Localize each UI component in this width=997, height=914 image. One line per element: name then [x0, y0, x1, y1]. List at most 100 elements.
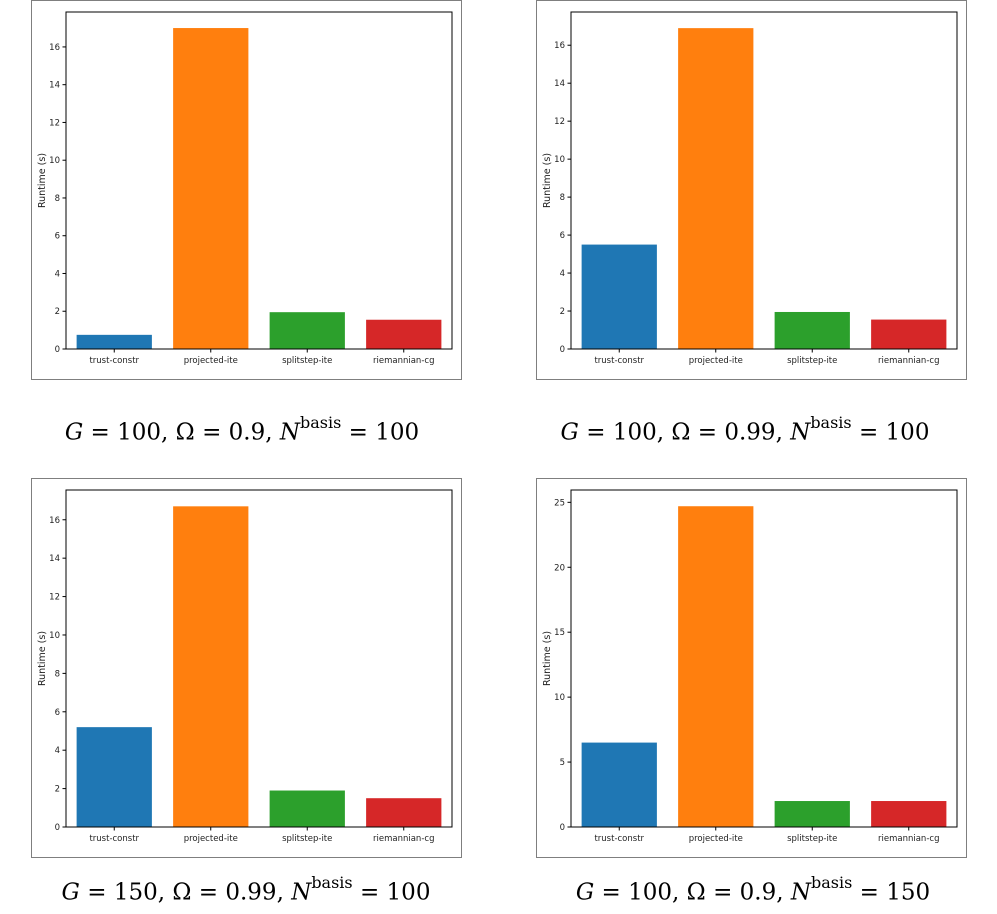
caption-sep: ,: [276, 879, 284, 906]
bar-riemannian-cg: [871, 801, 947, 827]
y-tick-label: 8: [55, 194, 60, 204]
caption-g-value: 100: [612, 419, 657, 446]
y-tick-label: 16: [49, 516, 60, 526]
caption-basis-superscript: basis: [311, 873, 353, 892]
x-tick-label: projected-ite: [184, 834, 238, 844]
caption-nbasis-value: 150: [886, 879, 931, 906]
bar-trust-constr: [581, 742, 657, 827]
bar-trust-constr: [581, 244, 657, 349]
caption-eq: =: [348, 419, 368, 446]
caption-sep: ,: [161, 419, 169, 446]
caption-g-symbol: G: [61, 879, 80, 906]
caption-omega-value: 0.9: [739, 879, 777, 906]
caption-sep: ,: [776, 879, 784, 906]
bar-chart: 0 5 10 15 20 25 trust-constr projected-ite split…: [542, 489, 958, 844]
caption-sep: ,: [656, 419, 665, 446]
y-tick-label: 6: [55, 708, 60, 718]
y-tick-label: 4: [55, 269, 60, 279]
caption-eq: =: [359, 879, 380, 906]
y-tick-label: 10: [554, 155, 565, 165]
x-tick-label: trust-constr: [89, 834, 139, 844]
y-tick-label: 12: [49, 593, 60, 603]
caption-omega-symbol: Ω: [175, 419, 195, 446]
y-tick-label: 25: [554, 498, 565, 508]
y-tick-label: 16: [49, 43, 60, 53]
y-tick-label: 4: [560, 269, 565, 279]
caption-omega-value: 0.99: [724, 419, 776, 446]
bar-chart: 0 2 4 6 8 10 12 14 16 trust-constr projected-ite sp…: [37, 11, 453, 366]
y-tick-label: 0: [55, 823, 60, 833]
chart-caption: G = 100, Ω = 0.99, Nbasis = 100: [525, 413, 965, 446]
y-axis-label: Runtime (s): [542, 153, 553, 208]
x-tick-label: projected-ite: [689, 356, 743, 366]
bar-riemannian-cg: [871, 319, 947, 349]
x-tick-label: riemannian-cg: [373, 356, 434, 366]
caption-sep: ,: [157, 879, 166, 906]
y-tick-label: 16: [554, 41, 565, 51]
caption-g-value: 100: [628, 879, 673, 906]
y-tick-label: 2: [560, 307, 565, 317]
y-tick-label: 6: [55, 232, 60, 242]
y-tick-label: 10: [49, 156, 60, 166]
y-tick-label: 14: [49, 554, 60, 564]
caption-eq: =: [713, 879, 733, 906]
caption-g-symbol: G: [64, 419, 84, 446]
caption-sep: ,: [265, 419, 273, 446]
y-axis-label: Runtime (s): [37, 153, 48, 208]
y-tick-label: 15: [554, 628, 565, 638]
plot-area-border: [570, 11, 958, 350]
x-tick-label: projected-ite: [689, 834, 743, 844]
caption-omega-value: 0.9: [228, 419, 266, 446]
x-tick-label: splitstep-ite: [282, 834, 332, 844]
bar-chart: 0 2 4 6 8 10 12 14 16 trust-constr projected-ite sp…: [37, 489, 453, 844]
caption-basis-superscript: basis: [810, 413, 852, 432]
x-tick-label: trust-constr: [89, 356, 139, 366]
x-tick-label: riemannian-cg: [373, 834, 434, 844]
caption-g-value: 150: [113, 879, 158, 906]
caption-n-symbol: N: [291, 879, 312, 906]
caption-eq: =: [202, 419, 222, 446]
x-tick-label: splitstep-ite: [787, 356, 837, 366]
caption-g-symbol: G: [560, 419, 579, 446]
x-tick-label: riemannian-cg: [878, 356, 939, 366]
bar-trust-constr: [76, 727, 152, 827]
caption-nbasis-value: 100: [885, 419, 930, 446]
y-tick-label: 14: [554, 79, 565, 89]
bar-splitstep-ite: [269, 790, 345, 827]
bar-projected-ite: [678, 28, 754, 349]
caption-omega-value: 0.99: [225, 879, 277, 906]
x-tick-label: trust-constr: [594, 834, 644, 844]
x-tick-label: riemannian-cg: [878, 834, 939, 844]
x-tick-label: trust-constr: [594, 356, 644, 366]
caption-eq: =: [601, 879, 621, 906]
caption-eq: =: [697, 419, 718, 446]
caption-n-symbol: N: [279, 419, 300, 446]
bar-chart: 0 2 4 6 8 10 12 14 16 trust-constr projected-ite sp…: [542, 11, 958, 366]
caption-nbasis-value: 100: [375, 419, 420, 446]
caption-omega-symbol: Ω: [671, 419, 691, 446]
plot-area-border: [570, 489, 958, 828]
y-tick-label: 4: [55, 746, 60, 756]
chart-caption: G = 100, Ω = 0.9, Nbasis = 150: [533, 873, 973, 906]
caption-n-symbol: N: [790, 419, 811, 446]
y-tick-label: 20: [554, 563, 565, 573]
bar-splitstep-ite: [774, 311, 850, 349]
y-tick-label: 10: [49, 631, 60, 641]
caption-eq: =: [87, 879, 107, 906]
y-tick-label: 5: [560, 758, 565, 768]
y-axis-label: Runtime (s): [542, 631, 553, 686]
caption-g-value: 100: [117, 419, 162, 446]
y-tick-label: 12: [554, 117, 565, 127]
caption-basis-superscript: basis: [810, 873, 853, 892]
caption-g-symbol: G: [575, 879, 595, 906]
x-tick-label: splitstep-ite: [787, 834, 837, 844]
chart-caption: G = 100, Ω = 0.9, Nbasis = 100: [22, 413, 462, 446]
x-tick-label: splitstep-ite: [282, 356, 332, 366]
caption-nbasis-value: 100: [386, 879, 431, 906]
bar-splitstep-ite: [774, 801, 850, 827]
caption-eq: =: [586, 419, 606, 446]
caption-eq: =: [198, 879, 219, 906]
bar-projected-ite: [173, 28, 249, 350]
bar-riemannian-cg: [366, 319, 442, 349]
y-tick-label: 2: [55, 785, 60, 795]
